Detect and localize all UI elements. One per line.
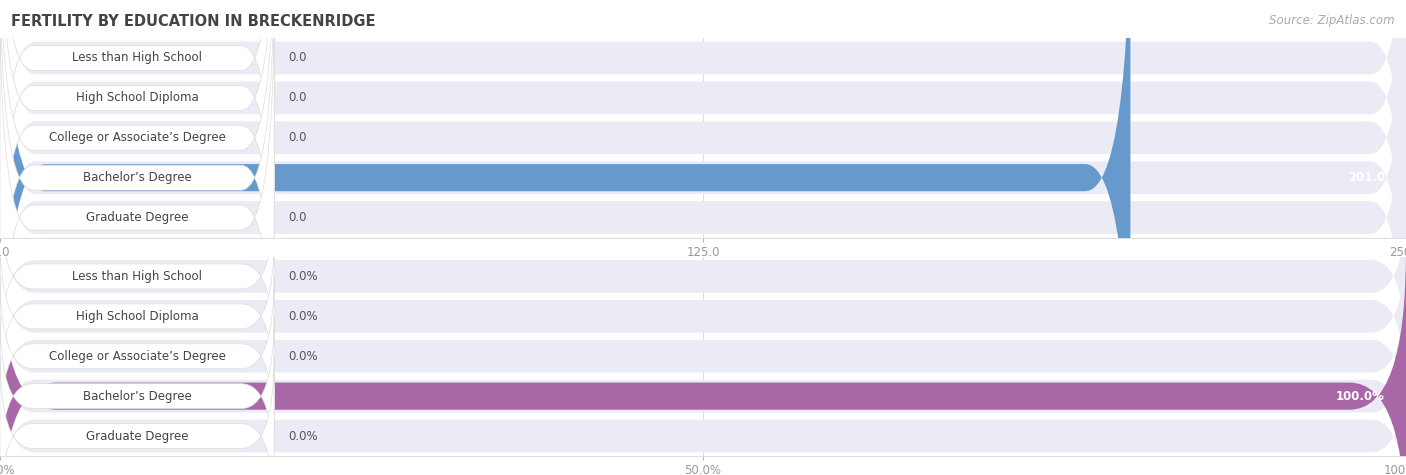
FancyBboxPatch shape — [0, 233, 1406, 400]
FancyBboxPatch shape — [0, 0, 1406, 371]
FancyBboxPatch shape — [0, 236, 274, 397]
Text: Less than High School: Less than High School — [72, 51, 202, 65]
Text: 100.0%: 100.0% — [1336, 390, 1385, 403]
FancyBboxPatch shape — [0, 355, 274, 475]
FancyBboxPatch shape — [0, 0, 1406, 291]
FancyBboxPatch shape — [0, 0, 1406, 411]
Text: Graduate Degree: Graduate Degree — [86, 429, 188, 443]
Text: High School Diploma: High School Diploma — [76, 310, 198, 323]
FancyBboxPatch shape — [0, 0, 274, 399]
Text: 0.0: 0.0 — [288, 51, 307, 65]
Text: 0.0: 0.0 — [288, 91, 307, 104]
FancyBboxPatch shape — [0, 0, 1130, 475]
FancyBboxPatch shape — [0, 315, 274, 475]
FancyBboxPatch shape — [0, 193, 1406, 360]
FancyBboxPatch shape — [0, 0, 274, 359]
Text: 0.0%: 0.0% — [288, 270, 318, 283]
FancyBboxPatch shape — [0, 273, 1406, 440]
FancyBboxPatch shape — [0, 0, 1406, 451]
Text: 0.0%: 0.0% — [288, 350, 318, 363]
Text: 0.0: 0.0 — [288, 211, 307, 224]
FancyBboxPatch shape — [0, 196, 274, 357]
FancyBboxPatch shape — [0, 250, 1406, 475]
FancyBboxPatch shape — [0, 0, 274, 279]
Text: High School Diploma: High School Diploma — [76, 91, 198, 104]
FancyBboxPatch shape — [0, 0, 274, 319]
Text: Bachelor’s Degree: Bachelor’s Degree — [83, 171, 191, 184]
Text: Source: ZipAtlas.com: Source: ZipAtlas.com — [1270, 14, 1395, 27]
FancyBboxPatch shape — [0, 0, 1406, 331]
Text: 0.0%: 0.0% — [288, 310, 318, 323]
Text: Graduate Degree: Graduate Degree — [86, 211, 188, 224]
Text: Bachelor’s Degree: Bachelor’s Degree — [83, 390, 191, 403]
Text: 0.0%: 0.0% — [288, 429, 318, 443]
FancyBboxPatch shape — [0, 276, 274, 437]
Text: College or Associate’s Degree: College or Associate’s Degree — [49, 350, 225, 363]
Text: Less than High School: Less than High School — [72, 270, 202, 283]
Text: 201.0: 201.0 — [1348, 171, 1385, 184]
FancyBboxPatch shape — [0, 352, 1406, 475]
Text: College or Associate’s Degree: College or Associate’s Degree — [49, 131, 225, 144]
Text: 0.0: 0.0 — [288, 131, 307, 144]
Text: FERTILITY BY EDUCATION IN BRECKENRIDGE: FERTILITY BY EDUCATION IN BRECKENRIDGE — [11, 14, 375, 29]
FancyBboxPatch shape — [0, 313, 1406, 475]
FancyBboxPatch shape — [0, 0, 274, 438]
